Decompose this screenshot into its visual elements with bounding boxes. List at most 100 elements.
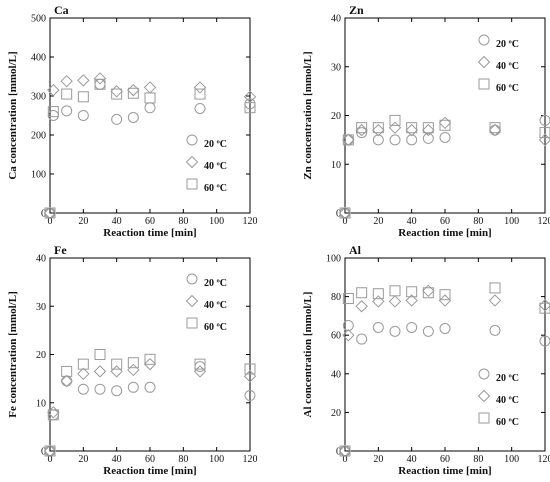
data-point-circle [372, 321, 384, 333]
data-point-square [61, 88, 73, 100]
data-point-square [244, 102, 256, 114]
legend-label: 40 ºC [204, 300, 227, 311]
y-tick-label: 200 [31, 131, 46, 142]
y-tick-label: 10 [331, 160, 341, 171]
y-axis-label: Zn concentration [mmol/L] [302, 51, 314, 179]
data-point-square [94, 78, 106, 90]
x-tick-label: 0 [343, 454, 348, 465]
data-point-square [389, 114, 401, 126]
data-point-diamond [93, 365, 107, 378]
data-point-square [61, 365, 73, 377]
data-point-diamond [143, 81, 157, 94]
legend-label: 20 ºC [204, 278, 227, 289]
x-tick-label: 20 [78, 454, 88, 465]
legend-marker-diamond [185, 294, 199, 308]
data-point-diamond [372, 295, 385, 308]
legend-marker-diamond [477, 389, 491, 403]
data-point-diamond [193, 81, 207, 94]
legend-marker-diamond [477, 55, 491, 69]
legend-label: 40 ºC [204, 161, 227, 172]
data-point-square [77, 91, 89, 103]
y-tick-label: 0 [336, 209, 341, 220]
data-point-diamond [60, 374, 73, 388]
y-tick-label: 20 [331, 111, 341, 122]
x-tick-label: 40 [112, 454, 122, 465]
data-point-square [342, 293, 354, 305]
data-point-square [144, 92, 156, 104]
x-tick-label: 100 [209, 216, 224, 227]
data-point-square [339, 207, 351, 219]
data-point-square [406, 286, 418, 298]
data-point-circle [406, 134, 418, 146]
data-point-circle [356, 333, 368, 345]
x-tick-label: 120 [243, 454, 258, 465]
y-tick-label: 400 [31, 53, 46, 64]
data-point-square [44, 207, 56, 219]
y-tick-label: 100 [31, 170, 46, 181]
x-tick-label: 100 [504, 454, 519, 465]
x-tick-label: 80 [473, 216, 483, 227]
data-point-diamond [342, 328, 355, 342]
y-tick-label: 30 [36, 302, 46, 313]
y-tick-label: 40 [36, 254, 46, 265]
data-point-circle [244, 390, 256, 402]
data-point-diamond [127, 363, 140, 377]
data-point-diamond [372, 123, 385, 137]
y-axis-label: Al concentration [mmol/L] [302, 292, 314, 418]
data-point-circle [439, 131, 451, 143]
y-tick-label: 80 [331, 292, 341, 303]
data-point-square [244, 363, 256, 375]
legend-label: 60 ºC [204, 322, 227, 333]
series-diamond [43, 357, 257, 458]
data-point-circle [111, 385, 123, 397]
x-tick-label: 40 [407, 216, 417, 227]
legend: 20 ºC 40 ºC 60 ºC [477, 34, 519, 94]
data-point-square [356, 122, 368, 134]
data-point-square [127, 357, 139, 369]
data-point-diamond [355, 300, 368, 313]
data-point-square [372, 122, 384, 134]
data-point-square [94, 349, 106, 360]
data-point-square [47, 409, 59, 421]
series-circle [339, 114, 550, 219]
data-point-diamond [110, 365, 123, 378]
data-point-diamond [127, 83, 140, 97]
legend: 20 ºC 40 ºC 60 ºC [477, 368, 519, 428]
y-tick-label: 300 [31, 92, 46, 103]
x-tick-label: 20 [373, 454, 383, 465]
data-point-square [127, 87, 139, 99]
data-point-square [111, 88, 123, 100]
data-point-square [389, 285, 401, 297]
data-point-circle [77, 383, 89, 395]
x-tick-label: 40 [407, 454, 417, 465]
data-point-diamond [488, 294, 502, 307]
series-diamond [338, 284, 550, 458]
legend-marker-circle [186, 134, 198, 146]
x-tick-label: 60 [440, 454, 450, 465]
chart-title: Fe [54, 243, 67, 257]
data-point-square [47, 106, 59, 118]
y-tick-label: 0 [41, 447, 46, 458]
x-tick-label: 0 [48, 454, 53, 465]
y-tick-label: 40 [331, 369, 341, 380]
legend-label: 60 ºC [496, 83, 519, 94]
data-point-diamond [422, 123, 435, 137]
x-tick-label: 60 [440, 216, 450, 227]
data-point-diamond [405, 294, 418, 307]
data-point-circle [77, 110, 89, 121]
data-point-circle [389, 325, 401, 337]
data-point-square [342, 134, 354, 146]
series-circle [44, 361, 256, 457]
data-point-diamond [143, 357, 157, 371]
chart-title: Zn [349, 3, 364, 17]
data-point-square [489, 282, 501, 294]
x-tick-label: 120 [538, 216, 550, 227]
data-point-diamond [77, 367, 90, 381]
legend-marker-circle [478, 368, 490, 380]
x-tick-label: 60 [145, 454, 155, 465]
data-point-square [194, 88, 206, 100]
x-tick-label: 80 [178, 454, 188, 465]
data-point-square [539, 302, 550, 314]
data-point-square [194, 358, 206, 370]
